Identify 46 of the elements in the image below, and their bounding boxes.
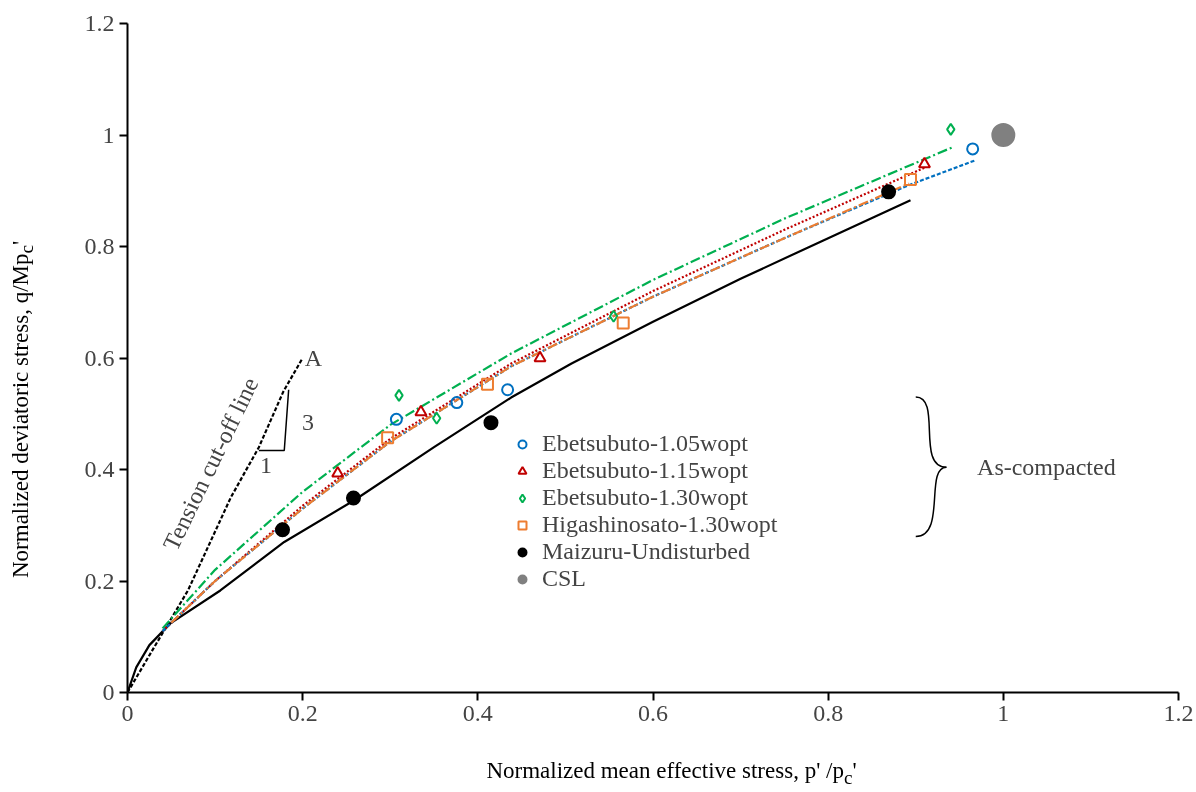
y-tick-label: 0.8	[84, 233, 115, 259]
point	[394, 388, 404, 402]
x-tick-label: 0.2	[287, 699, 318, 726]
point	[991, 123, 1016, 147]
x-tick-label: 0.6	[638, 699, 668, 726]
x-axis-title: Normalized mean effective stress, p' /p$_{c}$'	[486, 757, 857, 790]
point	[381, 431, 395, 445]
point	[345, 490, 361, 506]
point	[501, 383, 515, 397]
point	[608, 309, 619, 323]
x-tick-label: 1.2	[1163, 699, 1194, 726]
point	[483, 415, 499, 431]
legend-label: Ebetsubuto-1.30wopt	[542, 484, 748, 511]
legend-label: Ebetsubuto-1.05wopt	[542, 430, 748, 457]
annotation: As-compacted	[977, 454, 1116, 481]
legend-label: Ebetsubuto-1.15wopt	[542, 457, 748, 484]
point	[432, 411, 442, 425]
point	[275, 522, 291, 538]
legend-label: Higashinosato-1.30wopt	[542, 511, 778, 538]
legend-label: CSL	[542, 565, 587, 592]
point	[966, 142, 980, 156]
x-tick-label: 0.4	[462, 699, 493, 726]
x-tick-label: 0.8	[813, 699, 844, 726]
point	[533, 350, 547, 363]
y-tick-label: 0	[102, 679, 115, 705]
x-tick-label: 0	[121, 699, 134, 726]
point	[389, 412, 403, 426]
point	[946, 122, 956, 136]
y-tick-label: 0.6	[84, 344, 115, 371]
annotation: 1	[259, 452, 272, 479]
x-tick-label: 1	[997, 699, 1010, 726]
point	[903, 173, 917, 187]
y-tick-label: 1.2	[84, 10, 115, 36]
point	[450, 396, 464, 410]
point	[881, 184, 897, 200]
y-tick-label: 0.4	[84, 456, 115, 482]
point	[331, 466, 345, 478]
annotation: A	[304, 345, 323, 371]
point	[616, 316, 630, 330]
y-tick-label: 0.2	[84, 567, 115, 594]
y-tick-label: 1	[102, 121, 115, 148]
point	[918, 156, 932, 169]
annotation: 3	[301, 409, 314, 436]
legend-label: Maizuru-Undisturbed	[542, 538, 750, 565]
point	[414, 404, 428, 417]
point	[480, 377, 494, 391]
